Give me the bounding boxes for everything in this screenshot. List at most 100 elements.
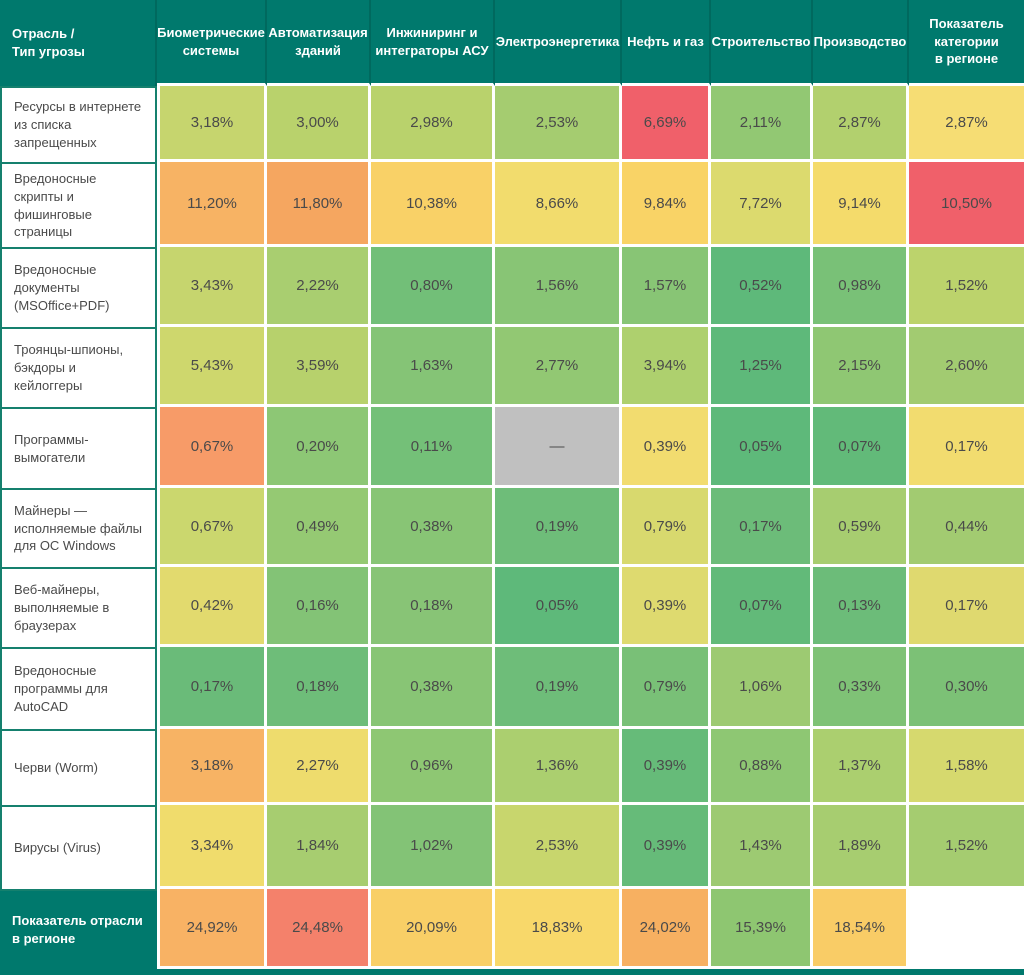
value-cell: 11,80% (267, 162, 371, 247)
value-cell: 1,89% (813, 805, 909, 889)
footer-value-cell: 20,09% (371, 889, 495, 969)
value-cell: 10,38% (371, 162, 495, 247)
value-cell: 0,79% (622, 647, 711, 729)
value-cell: 1,06% (711, 647, 813, 729)
footer-value-cell (909, 889, 1024, 969)
column-header-cell: Инжиниринг и интеграторы АСУ (371, 0, 495, 86)
value-cell: 1,02% (371, 805, 495, 889)
value-cell: 0,39% (622, 805, 711, 889)
value-cell: 0,44% (909, 488, 1024, 567)
value-cell: 9,84% (622, 162, 711, 247)
value-cell: 0,59% (813, 488, 909, 567)
row-label-cell: Вирусы (Virus) (0, 805, 157, 889)
column-header-cell: Строительство (711, 0, 813, 86)
value-cell: 3,18% (157, 729, 267, 805)
value-cell: 1,25% (711, 327, 813, 407)
value-cell: 0,05% (495, 567, 622, 647)
value-cell: 0,67% (157, 407, 267, 488)
value-cell: 0,30% (909, 647, 1024, 729)
value-cell: 2,87% (909, 86, 1024, 162)
value-cell: 10,50% (909, 162, 1024, 247)
value-cell: 0,49% (267, 488, 371, 567)
row-label-cell: Программы- вымогатели (0, 407, 157, 488)
value-cell: 0,38% (371, 647, 495, 729)
value-cell: 3,43% (157, 247, 267, 327)
footer-label-cell: Показатель отрасли в регионе (0, 889, 157, 969)
value-cell: 0,07% (711, 567, 813, 647)
value-cell: 0,18% (267, 647, 371, 729)
value-cell: 0,67% (157, 488, 267, 567)
value-cell: 3,18% (157, 86, 267, 162)
value-cell: 0,18% (371, 567, 495, 647)
value-cell: 9,14% (813, 162, 909, 247)
column-header-cell: Автоматизация зданий (267, 0, 371, 86)
value-cell: 0,80% (371, 247, 495, 327)
row-label-cell: Вредоносные скрипты и фишинговые страниц… (0, 162, 157, 247)
value-cell: 0,96% (371, 729, 495, 805)
value-cell: 2,60% (909, 327, 1024, 407)
value-cell: 0,19% (495, 647, 622, 729)
value-cell: 0,17% (909, 407, 1024, 488)
value-cell: 6,69% (622, 86, 711, 162)
value-cell: 2,15% (813, 327, 909, 407)
value-cell: 0,79% (622, 488, 711, 567)
value-cell: 0,16% (267, 567, 371, 647)
corner-header-cell: Отрасль / Тип угрозы (0, 0, 157, 86)
value-cell: 3,59% (267, 327, 371, 407)
value-cell: 2,22% (267, 247, 371, 327)
value-cell: 2,87% (813, 86, 909, 162)
value-cell: 0,13% (813, 567, 909, 647)
footer-value-cell: 15,39% (711, 889, 813, 969)
value-cell: 0,39% (622, 729, 711, 805)
value-cell: 2,53% (495, 86, 622, 162)
value-cell: 0,07% (813, 407, 909, 488)
column-header-cell: Биометрические системы (157, 0, 267, 86)
value-cell: 1,37% (813, 729, 909, 805)
value-cell: 1,58% (909, 729, 1024, 805)
column-header-cell: Нефть и газ (622, 0, 711, 86)
value-cell: 0,52% (711, 247, 813, 327)
footer-value-cell: 18,83% (495, 889, 622, 969)
value-cell: 0,39% (622, 567, 711, 647)
value-cell: 1,52% (909, 247, 1024, 327)
value-cell: 0,17% (711, 488, 813, 567)
row-label-cell: Майнеры — исполняемые файлы для ОС Windo… (0, 488, 157, 567)
value-cell: 1,36% (495, 729, 622, 805)
value-cell: 2,77% (495, 327, 622, 407)
value-cell: 0,19% (495, 488, 622, 567)
value-cell: 3,00% (267, 86, 371, 162)
value-cell: 2,53% (495, 805, 622, 889)
row-label-cell: Вредоносные документы (MSOffice+PDF) (0, 247, 157, 327)
column-header-cell: Производство (813, 0, 909, 86)
value-cell: 0,05% (711, 407, 813, 488)
row-label-cell: Троянцы-шпионы, бэкдоры и кейлоггеры (0, 327, 157, 407)
value-cell: 2,11% (711, 86, 813, 162)
value-cell: 5,43% (157, 327, 267, 407)
value-cell: 0,17% (157, 647, 267, 729)
row-label-cell: Ресурсы в интернете из списка запрещенны… (0, 86, 157, 162)
value-cell: 0,11% (371, 407, 495, 488)
value-cell: 3,34% (157, 805, 267, 889)
value-cell: 2,27% (267, 729, 371, 805)
value-cell: 0,88% (711, 729, 813, 805)
value-cell: 1,84% (267, 805, 371, 889)
value-cell: 8,66% (495, 162, 622, 247)
value-cell: 0,33% (813, 647, 909, 729)
value-cell: 0,17% (909, 567, 1024, 647)
column-header-cell: Электроэнергетика (495, 0, 622, 86)
row-label-cell: Вредоносные программы для AutoCAD (0, 647, 157, 729)
row-label-cell: Веб-майнеры, выполняемые в браузерах (0, 567, 157, 647)
footer-value-cell: 24,48% (267, 889, 371, 969)
value-cell: 1,63% (371, 327, 495, 407)
value-cell: 2,98% (371, 86, 495, 162)
value-cell: 0,39% (622, 407, 711, 488)
value-cell: 7,72% (711, 162, 813, 247)
value-cell: 0,38% (371, 488, 495, 567)
table-bottom-border (0, 969, 1024, 975)
footer-value-cell: 18,54% (813, 889, 909, 969)
value-cell: 3,94% (622, 327, 711, 407)
value-cell: 1,43% (711, 805, 813, 889)
value-cell: 0,42% (157, 567, 267, 647)
